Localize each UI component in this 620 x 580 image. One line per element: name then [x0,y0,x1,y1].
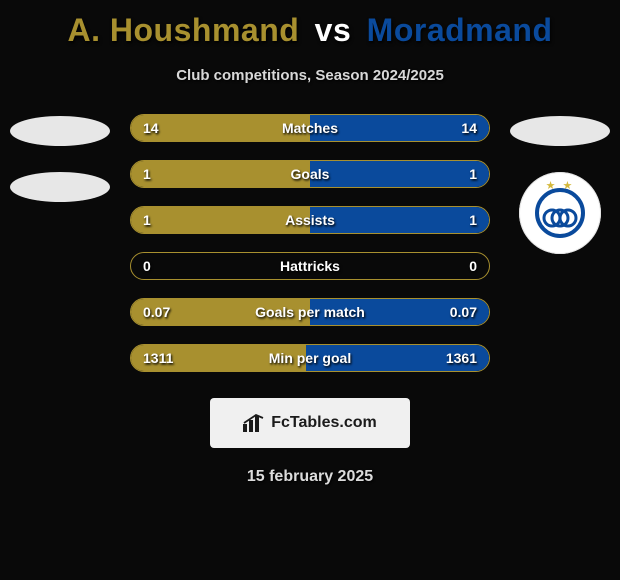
stat-label: Goals per match [131,299,489,325]
stat-bar: 0.070.07Goals per match [130,298,490,326]
stat-bar: 11Assists [130,206,490,234]
watermark-chart-icon [243,414,265,432]
stat-bars: 1414Matches 11Goals 11Assists 00Hattricks 0.… [130,114,490,372]
player2-name: Moradmand [367,12,553,48]
club-badge-right-1 [510,116,610,146]
date-label: 15 february 2025 [0,468,620,486]
stat-bar: 11Goals [130,160,490,188]
stat-label: Assists [131,207,489,233]
stat-label: Hattricks [131,253,489,279]
stat-label: Min per goal [131,345,489,371]
crest-rings-icon [535,188,585,238]
comparison-arena: ★ ★ 1414Matches 11Goals 11Assists 00Hattric… [0,114,620,372]
stat-bar: 1414Matches [130,114,490,142]
stat-bar: 13111361Min per goal [130,344,490,372]
club-column-left [0,116,120,202]
club-column-right: ★ ★ [500,116,620,254]
player1-name: A. Houshmand [68,12,300,48]
comparison-title: A. Houshmand vs Moradmand [0,0,620,49]
club-crest-right: ★ ★ [519,172,601,254]
stat-label: Matches [131,115,489,141]
watermark-box: FcTables.com [210,398,410,448]
vs-label: vs [315,12,352,48]
subtitle: Club competitions, Season 2024/2025 [0,67,620,84]
club-badge-left-2 [10,172,110,202]
club-badge-left-1 [10,116,110,146]
stat-label: Goals [131,161,489,187]
watermark-text: FcTables.com [271,414,377,432]
crest-stars-icon: ★ ★ [546,179,575,192]
stat-bar: 00Hattricks [130,252,490,280]
